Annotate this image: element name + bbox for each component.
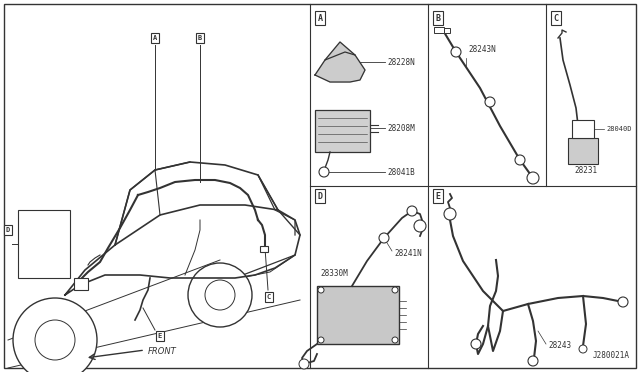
Circle shape (392, 337, 398, 343)
Bar (74, 278, 88, 290)
Circle shape (527, 172, 539, 184)
Text: 28228N: 28228N (387, 58, 415, 67)
Circle shape (13, 298, 97, 372)
Text: E: E (435, 192, 440, 201)
Bar (434, 27, 444, 33)
Text: A: A (153, 35, 157, 41)
Circle shape (407, 206, 417, 216)
Circle shape (485, 97, 495, 107)
Bar (568, 138, 598, 164)
Text: 28040D: 28040D (606, 126, 632, 132)
Text: D: D (6, 227, 10, 233)
Text: 28041B: 28041B (387, 167, 415, 176)
Text: 28330M: 28330M (320, 269, 348, 278)
Text: E: E (158, 333, 162, 339)
Circle shape (414, 220, 426, 232)
Circle shape (515, 155, 525, 165)
Text: A: A (317, 13, 323, 22)
Circle shape (35, 320, 75, 360)
Circle shape (444, 208, 456, 220)
Polygon shape (315, 52, 365, 82)
Polygon shape (325, 42, 355, 60)
Text: B: B (435, 13, 440, 22)
Circle shape (318, 337, 324, 343)
Text: C: C (267, 294, 271, 300)
Bar (18, 210, 70, 278)
Circle shape (379, 233, 389, 243)
Text: 28231: 28231 (574, 166, 597, 174)
Circle shape (471, 339, 481, 349)
Text: C: C (554, 13, 559, 22)
Circle shape (188, 263, 252, 327)
Circle shape (579, 345, 587, 353)
Bar (315, 110, 370, 152)
Text: 28208M: 28208M (387, 124, 415, 132)
Circle shape (451, 47, 461, 57)
Circle shape (205, 280, 235, 310)
Text: 28243: 28243 (548, 341, 571, 350)
Text: J280021A: J280021A (593, 351, 630, 360)
Circle shape (618, 297, 628, 307)
Text: B: B (198, 35, 202, 41)
Text: D: D (317, 192, 323, 201)
Text: 28243N: 28243N (468, 45, 496, 54)
Circle shape (318, 287, 324, 293)
Circle shape (392, 287, 398, 293)
Circle shape (528, 356, 538, 366)
Text: FRONT: FRONT (148, 347, 177, 356)
Bar (572, 120, 594, 138)
Circle shape (319, 167, 329, 177)
Circle shape (299, 359, 309, 369)
Text: 28241N: 28241N (394, 250, 422, 259)
Bar (317, 286, 399, 344)
Bar (444, 28, 450, 33)
Bar (260, 246, 268, 252)
